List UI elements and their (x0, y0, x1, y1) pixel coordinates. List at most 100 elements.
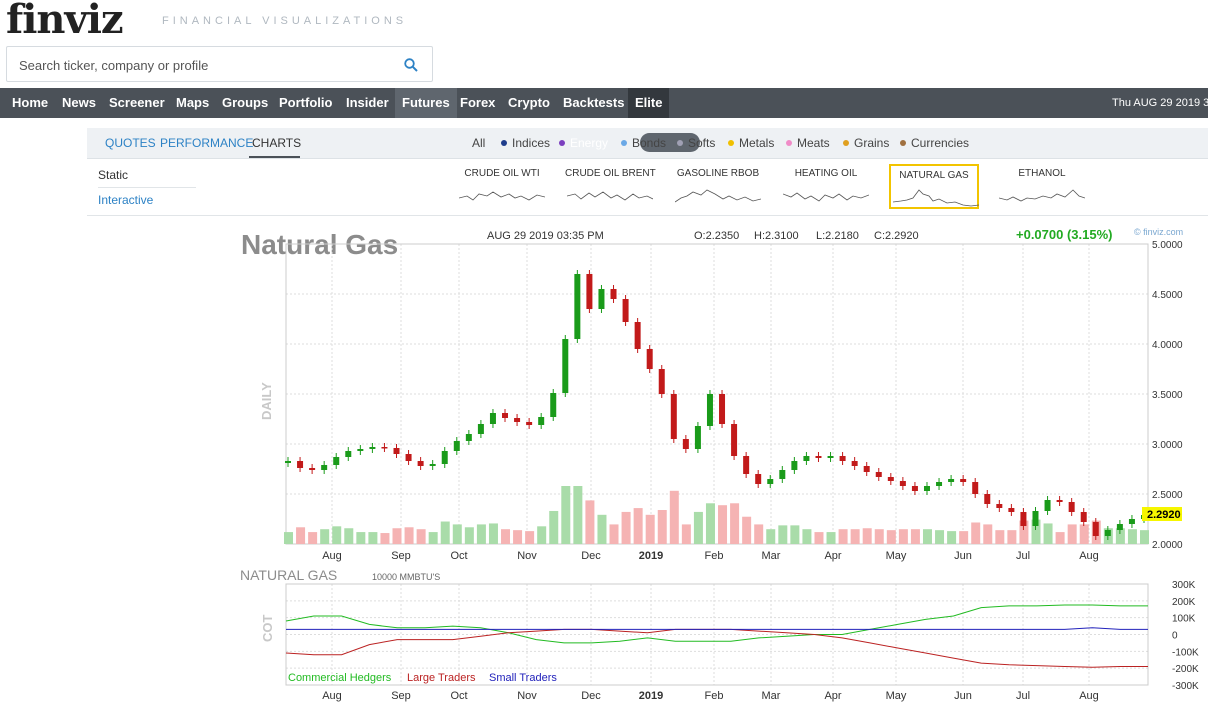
cot-frame (285, 583, 1149, 686)
ohlc-open: O:2.2350 (694, 230, 739, 242)
thumb-label: CRUDE OIL BRENT (565, 168, 656, 179)
volume-bar (935, 530, 945, 544)
candle-body (550, 393, 557, 417)
nav-groups[interactable]: Groups (222, 95, 269, 110)
candle-body (1080, 512, 1087, 522)
candle-body (357, 449, 364, 451)
nav-home[interactable]: Home (12, 95, 49, 110)
legend-small-traders: Small Traders (489, 672, 557, 684)
volume-bar (428, 532, 438, 544)
logo[interactable]: finviz (6, 0, 124, 43)
candle-body (1044, 500, 1051, 511)
volume-bar (742, 516, 752, 544)
filter-all[interactable]: All (472, 136, 486, 150)
volume-bar (488, 523, 498, 544)
tab-charts[interactable]: CHARTS (252, 136, 302, 150)
thumb-ethanol[interactable]: ETHANOL (997, 164, 1087, 209)
thumb-sparkline (999, 189, 1085, 202)
volume-bar (476, 524, 486, 544)
candle-body (429, 464, 436, 466)
price-change: +0.0700 (3.15%) (1016, 227, 1112, 242)
futures-chart: Natural Gas AUG 29 2019 03:35 PM O:2.235… (240, 227, 1199, 702)
filter-currencies[interactable]: Currencies (900, 136, 969, 150)
volume-bar (995, 530, 1005, 544)
volume-bar (392, 528, 402, 544)
thumb-natural-gas[interactable]: NATURAL GAS (889, 164, 979, 209)
volume-bar (380, 533, 390, 544)
filter-energy[interactable]: Energy (559, 136, 608, 150)
volume-bar (718, 505, 728, 544)
candle-body (514, 418, 521, 422)
thumb-crude-oil-brent[interactable]: CRUDE OIL BRENT (565, 164, 656, 209)
filter-indices[interactable]: Indices (501, 136, 550, 150)
volume-bar (838, 529, 848, 544)
last-price-marker (1142, 507, 1182, 521)
time-tick-label: May (886, 550, 907, 562)
candle-body (369, 447, 376, 449)
nav-futures[interactable]: Futures (395, 88, 457, 118)
search-icon[interactable] (404, 58, 418, 72)
volume-bar (669, 490, 679, 544)
filter-meats[interactable]: Meats (786, 136, 830, 150)
thumb-gasoline-rbob[interactable]: GASOLINE RBOB (673, 164, 763, 209)
nav-screener[interactable]: Screener (109, 95, 165, 110)
volume-bar (621, 511, 631, 544)
candle-body (1020, 512, 1027, 526)
candle-body (996, 504, 1003, 508)
cot-time-tick-label: Jun (954, 690, 972, 702)
option-static[interactable]: Static (98, 168, 129, 182)
candle-body (923, 486, 930, 491)
nav-elite[interactable]: Elite (628, 88, 670, 118)
candle-body (948, 479, 955, 482)
nav-news[interactable]: News (62, 95, 96, 110)
nav-backtests[interactable]: Backtests (563, 95, 625, 110)
chart-options-panel: Static Interactive CRUDE OIL WTI CRUDE O… (87, 159, 1208, 216)
tab-quotes[interactable]: QUOTES (105, 136, 156, 150)
filter-grains[interactable]: Grains (843, 136, 889, 150)
cot-time-tick-label: May (886, 690, 907, 702)
cot-tick-label: 0 (1172, 631, 1178, 642)
plot-frame (285, 243, 1149, 545)
volume-bar (1103, 528, 1113, 544)
volume-bar (814, 532, 824, 544)
nav-crypto[interactable]: Crypto (508, 95, 550, 110)
tab-performance[interactable]: PERFORMANCE (160, 136, 254, 150)
cot-time-tick-label: Apr (824, 690, 841, 702)
search-input[interactable] (19, 55, 389, 75)
volume-bar (983, 524, 993, 544)
candle-body (827, 456, 834, 458)
option-interactive[interactable]: Interactive (98, 193, 154, 207)
candle-body (936, 482, 943, 486)
price-tick-label: 4.5000 (1152, 290, 1183, 301)
thumb-crude-oil-wti[interactable]: CRUDE OIL WTI (457, 164, 547, 209)
active-tab-indicator (249, 156, 300, 158)
volume-bar (874, 529, 884, 544)
candle-body (839, 456, 846, 461)
nav-forex[interactable]: Forex (460, 95, 496, 110)
filter-bonds[interactable]: Bonds (621, 136, 666, 150)
volume-bar (416, 529, 426, 544)
candle-body (381, 447, 388, 449)
candle-body (393, 448, 400, 454)
time-axis: Aug Sep Oct Nov Dec 2019 Feb Mar Apr May Jun Jul Aug (322, 550, 1099, 562)
thumb-label: HEATING OIL (794, 168, 858, 179)
search-box (6, 46, 433, 82)
nav-maps[interactable]: Maps (176, 95, 210, 110)
cot-lines (285, 604, 1148, 668)
thumb-sparkline (675, 189, 761, 203)
nav-insider[interactable]: Insider (346, 95, 389, 110)
volume-bar (1127, 529, 1137, 544)
volume-bar (561, 486, 571, 544)
cot-time-tick-label: Oct (450, 690, 467, 702)
thumb-label: NATURAL GAS (899, 170, 969, 181)
nav-portfolio[interactable]: Portfolio (279, 95, 333, 110)
cot-series-line (286, 627, 1148, 630)
candle-body (803, 456, 810, 461)
filter-metals[interactable]: Metals (728, 136, 774, 150)
thumb-heating-oil[interactable]: HEATING OIL (781, 164, 871, 209)
volume-bar (1019, 520, 1029, 544)
filter-softs[interactable]: Softs (677, 136, 715, 150)
active-filter-pill (640, 133, 700, 152)
volume-bar (356, 532, 366, 544)
volume-bar (296, 527, 306, 544)
